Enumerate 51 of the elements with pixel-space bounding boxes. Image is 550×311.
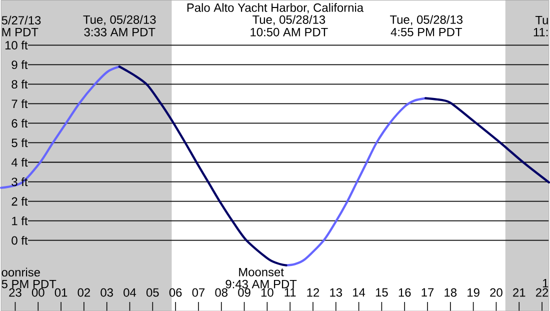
annotation: 9:43 AM PDT [226,280,297,288]
x-tick-label: 06 [169,288,182,297]
x-tick-label: 05 [146,288,159,297]
x-tick-label: 16 [398,288,411,297]
annotation: 1 [542,278,548,288]
y-tick-label: 8 ft [12,80,28,88]
y-tick-label: 7 ft [12,99,28,108]
y-tick-label: 4 ft [11,158,28,166]
x-tick-label: 13 [330,288,342,297]
x-tick-label: 12 [307,288,320,296]
x-tick-label: 03 [100,288,113,297]
x-tick-label: 15 [376,288,388,296]
annotation: 11: [534,28,548,36]
x-tick-label: 19 [468,288,480,297]
x-tick-label: 00 [32,288,44,297]
x-tick-label: 22 [536,288,548,296]
y-tick-label: 0 ft [12,236,28,245]
annotation: Tue, 05/28/13 [390,14,463,26]
y-tick-label: 5 ft [12,138,28,147]
x-tick-label: 04 [124,288,136,297]
annotation: 4:55 PM PDT [390,28,462,36]
x-tick-label: 09 [238,288,250,297]
x-tick-label: 20 [490,288,502,297]
x-tick-label: 07 [192,288,205,297]
x-tick-label: 02 [78,288,90,297]
annotation: oonrise [2,268,40,276]
x-tick-label: 14 [353,288,366,296]
annotation: 5/27/13 [2,16,41,24]
chart-title: Palo Alto Yacht Harbor, California [187,2,364,14]
annotation: M PDT [2,28,38,36]
x-tick-label: 01 [54,288,68,297]
x-tick-label: 10 [261,288,274,297]
x-tick-label: 11 [284,288,296,296]
y-tick-label: 9 ft [12,60,28,69]
annotation: 3:33 AM PDT [84,28,156,36]
x-tick-label: 21 [513,288,526,296]
y-tick-label: 6 ft [12,118,28,128]
annotation: Tue, 05/28/13 [83,14,156,26]
x-tick-label: 17 [422,288,434,296]
x-tick-label: 08 [215,288,228,297]
annotation: 10:50 AM PDT [250,28,328,36]
x-tick-label: 18 [444,288,457,297]
annotation: Moonset [239,268,284,276]
y-tick-label: 2 ft [12,196,28,206]
y-tick-label: 1 ft [12,216,28,225]
x-tick-label: 23 [9,288,22,297]
annotation: Tu [535,16,548,24]
y-tick-label: 10 ft [5,40,28,50]
annotation: Tue, 05/28/13 [252,14,326,26]
y-tick-label: 3 ft [12,177,28,186]
annotation: 5 PM PDT [2,280,56,288]
